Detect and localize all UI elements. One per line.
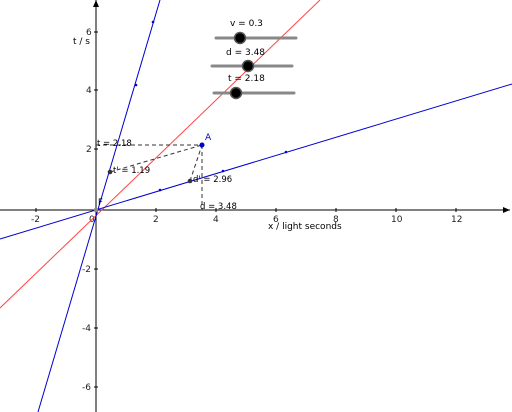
d-value-label: d = 3.48: [200, 202, 237, 212]
slider-t-label: t = 2.18: [228, 74, 265, 84]
unit-markers: [134, 20, 288, 192]
y-axis-arrow: [93, 0, 99, 7]
y-tick-label: -2: [82, 265, 91, 275]
x-tick-label: 12: [451, 215, 462, 225]
y-tick-label: -4: [82, 324, 91, 334]
slider-t-knob[interactable]: [229, 86, 243, 100]
t-prime-point[interactable]: [107, 169, 113, 175]
slider-v-knob[interactable]: [233, 31, 247, 45]
x-prime-axis-line[interactable]: [0, 83, 512, 240]
x-tick-label: 2: [153, 215, 159, 225]
slider-t[interactable]: t = 2.18: [212, 74, 296, 100]
slider-v[interactable]: v = 0.3: [214, 19, 298, 45]
y-tick-label: 2: [86, 145, 92, 155]
x-tick-label: -2: [31, 215, 40, 225]
d-prime-label: d' = 2.96: [193, 175, 232, 185]
x-axis-arrow: [503, 207, 510, 213]
y-tick-label: 4: [86, 86, 92, 96]
x-tick-label: 6: [273, 215, 279, 225]
light-line[interactable]: [0, 0, 321, 309]
x-axis-label: x / light seconds: [268, 222, 342, 232]
y-tick-marks: [94, 31, 98, 388]
y-tick-label: -6: [82, 383, 91, 393]
point-a-label: A: [205, 133, 212, 143]
x-tick-label: 4: [213, 215, 219, 225]
y-tick-label: 6: [86, 28, 92, 38]
x-tick-label: 10: [391, 215, 403, 225]
point-a[interactable]: [199, 142, 205, 148]
origin-label: F: [98, 198, 103, 208]
d-prime-point[interactable]: [187, 178, 193, 184]
origin-point[interactable]: [93, 207, 99, 213]
slider-d[interactable]: d = 3.48: [210, 48, 294, 73]
t-value-label: t = 2.18: [97, 139, 132, 149]
x-tick-marks: [35, 208, 457, 212]
slider-d-knob[interactable]: [241, 59, 255, 73]
t-prime-axis-line[interactable]: [37, 0, 161, 412]
slider-v-label: v = 0.3: [230, 19, 263, 29]
slider-d-label: d = 3.48: [226, 48, 265, 58]
t-prime-label: t' = 1.19: [113, 166, 150, 176]
projection-lines: [96, 144, 203, 210]
y-axis-label: t / s: [73, 37, 90, 47]
x-tick-label: 8: [333, 215, 339, 225]
